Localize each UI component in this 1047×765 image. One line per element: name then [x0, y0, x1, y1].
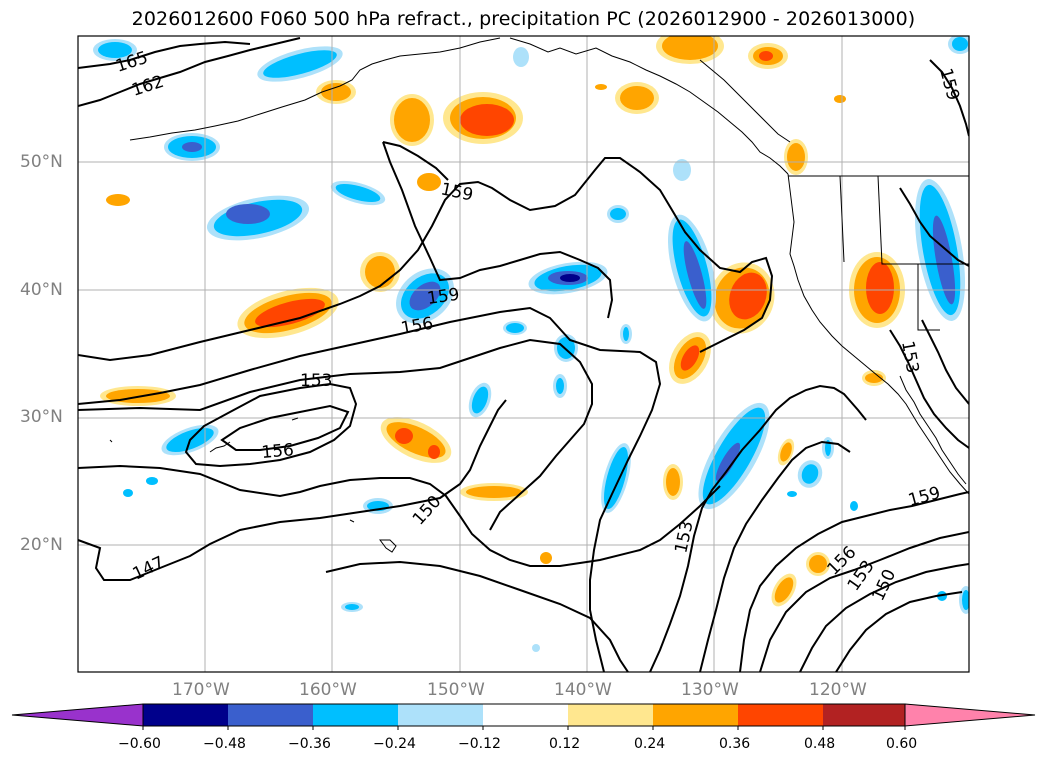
lat-label: 20°N: [20, 535, 63, 555]
colorbar-extend-high: [904, 703, 1036, 727]
colorbar-bin: [568, 704, 654, 726]
colorbar-tick-label: −0.12: [458, 736, 501, 752]
lon-label: 150°W: [427, 680, 485, 700]
colorbar-tick-label: 0.12: [549, 736, 581, 752]
refractivity-contours: [78, 37, 969, 672]
lon-label: 120°W: [809, 680, 867, 700]
colorbar-tick-label: 0.48: [804, 736, 836, 752]
lon-label: 140°W: [554, 680, 612, 700]
colorbar-bin: [398, 704, 484, 726]
colorbar-tick-label: 0.36: [719, 736, 751, 752]
lat-label: 50°N: [20, 152, 63, 172]
plot-frame: [77, 35, 970, 673]
coastlines: [109, 37, 969, 553]
colorbar-tick-label: −0.60: [118, 736, 161, 752]
colorbar-bin: [228, 704, 314, 726]
contour-label: 156: [261, 440, 295, 463]
colorbar-tick-label: 0.24: [634, 736, 666, 752]
colorbar-tick-label: −0.36: [288, 736, 331, 752]
lat-label: 30°N: [20, 407, 63, 427]
colorbar-bin: [483, 704, 569, 726]
colorbar-tick-label: 0.60: [886, 736, 918, 752]
colorbar-extend-low: [11, 703, 144, 727]
lon-label: 170°W: [172, 680, 230, 700]
colorbar-bin: [738, 704, 824, 726]
colorbar-tick-label: −0.48: [203, 736, 246, 752]
lon-label: 130°W: [681, 680, 739, 700]
map-title: 2026012600 F060 500 hPa refract., precip…: [131, 8, 916, 30]
colorbar-bin: [653, 704, 739, 726]
colorbar-bin: [143, 704, 229, 726]
contour-label: 153: [300, 371, 332, 391]
lat-label: 40°N: [20, 280, 63, 300]
lon-label: 160°W: [299, 680, 357, 700]
contour-label: 159: [426, 285, 461, 309]
colorbar-tick-label: −0.24: [373, 736, 416, 752]
colorbar-frame: [142, 703, 906, 727]
gridlines: [78, 36, 969, 672]
colorbar-bin: [313, 704, 399, 726]
colorbar-bin: [823, 704, 905, 726]
colorbar: [11, 703, 1036, 730]
